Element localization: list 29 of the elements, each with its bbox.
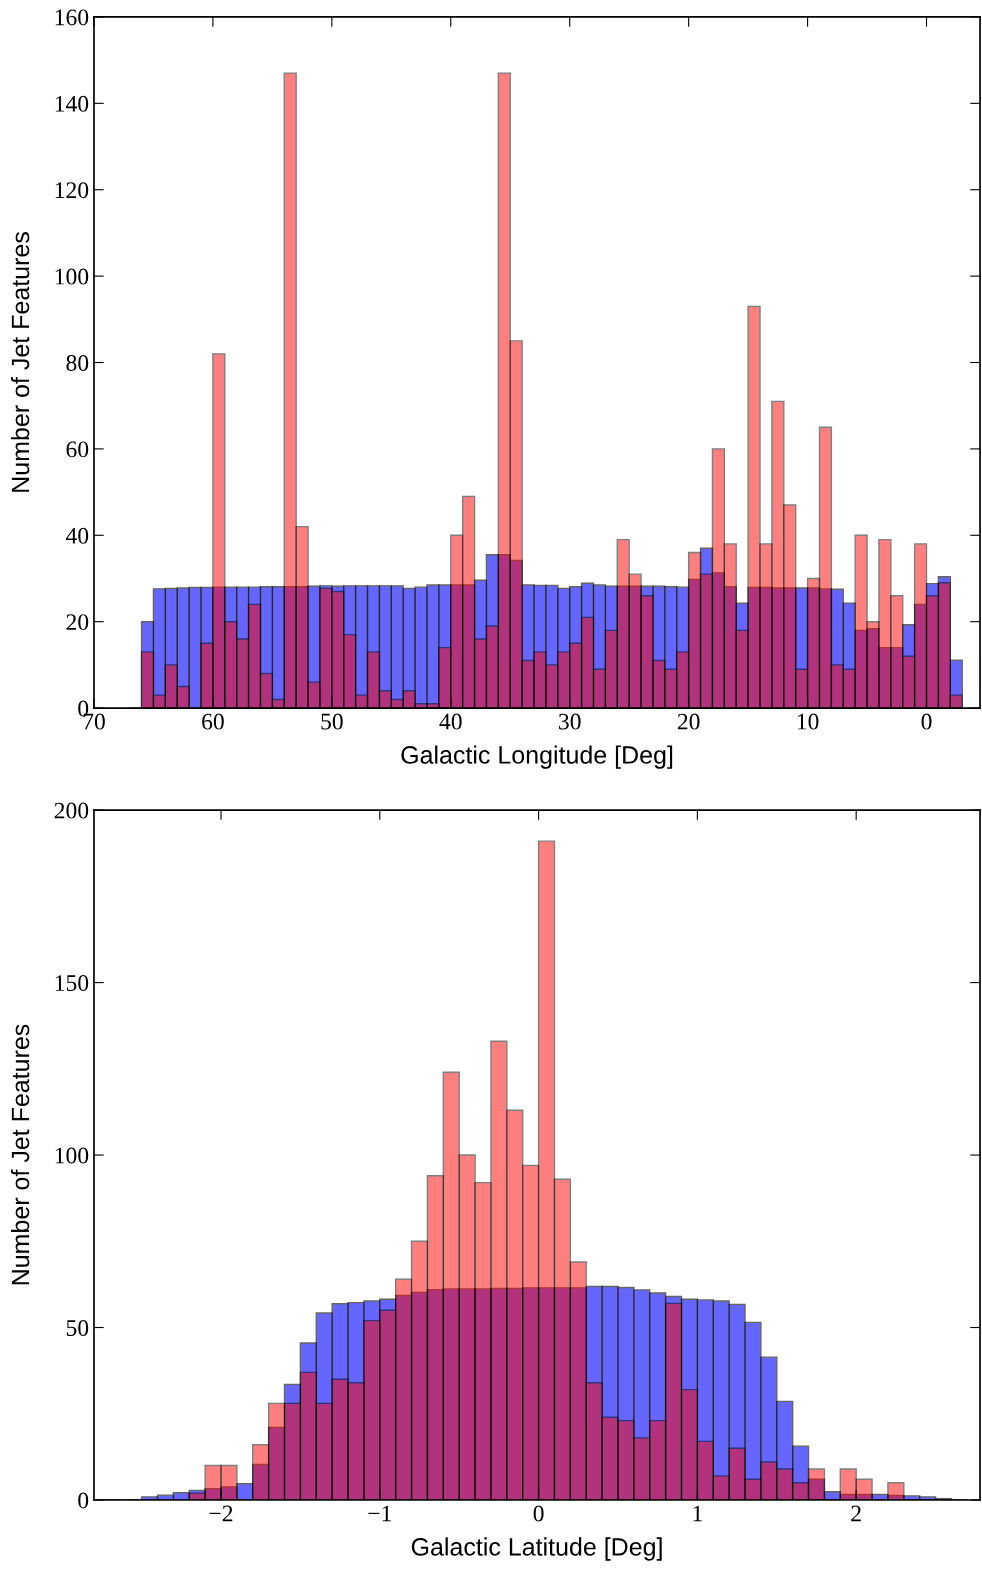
y-tick-label: 60 [66,441,89,458]
y-tick-label: 120 [55,182,89,199]
y-tick-label: 160 [55,9,89,26]
y-tick-label: 80 [66,355,89,371]
x-tick-label: −1 [368,1505,391,1522]
x-tick-label: 40 [439,713,462,730]
x-tick-label: −2 [209,1505,233,1522]
x-tick-label: 30 [559,713,581,730]
y-tick-label: 100 [55,1147,89,1164]
y-axis-title: Number of Jet Features [10,232,30,492]
x-tick-label: 1 [693,1505,702,1522]
y-tick-label: 140 [55,95,89,112]
x-axis-title: Galactic Latitude [Deg] [411,1537,662,1561]
x-tick-label: 0 [533,1505,544,1522]
y-tick-label: 150 [55,975,89,992]
x-tick-label: 10 [797,713,819,730]
y-tick-label: 0 [78,1492,89,1509]
y-tick-label: 40 [65,527,89,544]
y-tick-label: 200 [54,802,89,819]
x-tick-label: 20 [677,713,700,730]
x-tick-label: 50 [321,713,343,730]
x-axis-title: Galactic Longitude [Deg] [401,745,673,769]
x-tick-label: 2 [851,1505,861,1522]
y-tick-label: 50 [66,1320,89,1336]
y-axis-title: Number of Jet Features [10,1024,30,1285]
x-tick-label: 60 [202,713,224,730]
y-tick-label: 20 [66,614,89,631]
y-tick-label: 100 [55,268,89,285]
x-tick-label: 0 [921,713,932,730]
